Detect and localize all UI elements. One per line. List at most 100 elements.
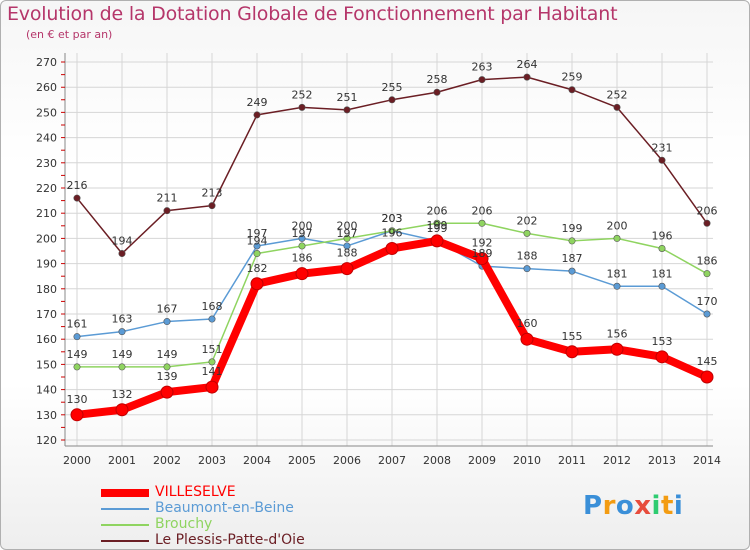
data-point <box>73 333 81 341</box>
data-point <box>388 227 396 235</box>
data-label: 139 <box>157 370 178 383</box>
logo-letter: P <box>583 491 603 521</box>
data-label: 141 <box>202 365 223 378</box>
data-label: 206 <box>697 204 718 217</box>
legend-swatch <box>101 540 149 542</box>
y-tick-label: 240 <box>36 132 57 145</box>
data-label: 264 <box>517 58 538 71</box>
data-label: 194 <box>112 235 133 248</box>
data-point <box>385 241 399 255</box>
data-label: 149 <box>157 348 178 361</box>
data-point <box>565 345 579 359</box>
data-label: 168 <box>202 300 223 313</box>
x-tick-label: 2001 <box>108 454 136 467</box>
data-point <box>703 219 711 227</box>
data-label: 197 <box>337 227 358 240</box>
data-label: 163 <box>112 313 133 326</box>
x-tick-label: 2002 <box>153 454 181 467</box>
data-label: 199 <box>562 222 583 235</box>
data-label: 252 <box>607 88 628 101</box>
logo-letter: x <box>634 491 652 521</box>
y-tick-label: 250 <box>36 106 57 119</box>
data-label: 149 <box>67 348 88 361</box>
y-tick-label: 220 <box>36 182 57 195</box>
x-tick-label: 2008 <box>423 454 451 467</box>
data-point <box>208 315 216 323</box>
data-point <box>658 156 666 164</box>
data-label: 202 <box>517 214 538 227</box>
data-label: 259 <box>562 71 583 84</box>
logo-letter: i <box>673 491 684 521</box>
x-tick-label: 2007 <box>378 454 406 467</box>
y-tick-label: 170 <box>36 308 57 321</box>
data-point <box>475 252 489 266</box>
data-point <box>295 267 309 281</box>
data-point <box>478 219 486 227</box>
proxiti-logo: Proxiti <box>583 491 683 521</box>
data-label: 231 <box>652 141 673 154</box>
data-label: 196 <box>652 229 673 242</box>
data-label: 196 <box>382 226 403 239</box>
data-label: 160 <box>517 317 538 330</box>
x-tick-label: 2003 <box>198 454 226 467</box>
legend-label: Brouchy <box>155 516 213 532</box>
data-point <box>73 363 81 371</box>
data-label: 211 <box>157 192 178 205</box>
data-point <box>253 111 261 119</box>
data-label: 182 <box>247 262 268 275</box>
data-label: 192 <box>472 237 493 250</box>
x-tick-label: 2014 <box>693 454 721 467</box>
data-point <box>115 403 129 417</box>
data-label: 149 <box>112 348 133 361</box>
legend-label: Beaumont-en-Beine <box>155 500 294 516</box>
y-tick-label: 150 <box>36 358 57 371</box>
data-label: 145 <box>697 355 718 368</box>
data-point <box>163 318 171 326</box>
chart-title: Evolution de la Dotation Globale de Fonc… <box>7 3 618 25</box>
data-point <box>118 363 126 371</box>
y-tick-label: 210 <box>36 207 57 220</box>
data-point <box>340 262 354 276</box>
data-label: 197 <box>247 227 268 240</box>
data-point <box>343 234 351 242</box>
data-point <box>253 250 261 258</box>
data-label: 170 <box>697 295 718 308</box>
data-point <box>700 370 714 384</box>
chart-subtitle: (en € et par an) <box>26 28 113 41</box>
y-tick-label: 120 <box>36 434 57 447</box>
data-point <box>568 86 576 94</box>
y-tick-label: 130 <box>36 409 57 422</box>
y-tick-label: 140 <box>36 384 57 397</box>
x-tick-label: 2000 <box>63 454 91 467</box>
data-point <box>70 408 84 422</box>
data-label: 200 <box>292 219 313 232</box>
data-point <box>298 234 306 242</box>
logo-letter: o <box>615 491 635 521</box>
data-point <box>163 363 171 371</box>
data-labels: 216 194 211 213 249 252 251 255 258 263 264 259 252 2… <box>67 58 718 406</box>
x-tick-label: 2006 <box>333 454 361 467</box>
y-tick-label: 190 <box>36 258 57 271</box>
y-tick-label: 230 <box>36 157 57 170</box>
data-point <box>613 234 621 242</box>
data-point <box>118 328 126 336</box>
data-label: 249 <box>247 96 268 109</box>
legend-swatch <box>101 524 149 526</box>
logo-letter: t <box>660 491 674 521</box>
y-tick-label: 260 <box>36 81 57 94</box>
data-label: 167 <box>157 303 178 316</box>
data-label: 188 <box>517 250 538 263</box>
data-label: 200 <box>607 219 628 232</box>
data-point <box>703 310 711 318</box>
data-label: 181 <box>652 267 673 280</box>
data-label: 186 <box>292 252 313 265</box>
data-point <box>523 265 531 273</box>
data-label: 132 <box>112 388 133 401</box>
data-label: 206 <box>472 204 493 217</box>
data-label: 251 <box>337 91 358 104</box>
x-tick-label: 2010 <box>513 454 541 467</box>
data-point <box>163 207 171 215</box>
data-label: 161 <box>67 318 88 331</box>
data-label: 203 <box>382 212 403 225</box>
data-label: 189 <box>472 247 493 260</box>
